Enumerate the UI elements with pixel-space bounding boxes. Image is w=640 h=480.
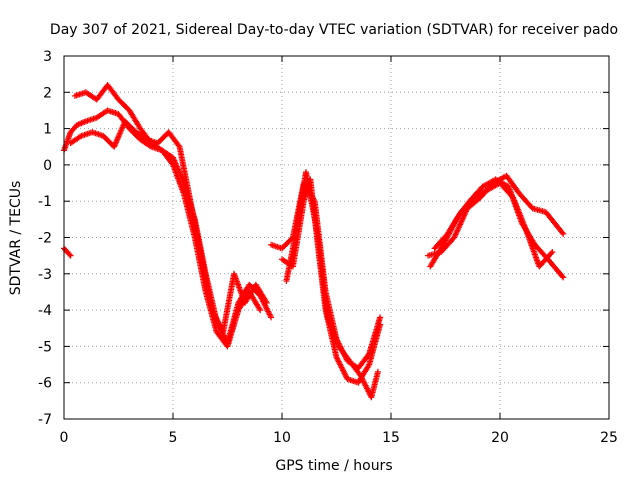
data-point-marker	[548, 250, 555, 257]
data-point-marker	[549, 249, 556, 256]
y-tick-label: -4	[38, 303, 52, 319]
y-axis-label: SDTVAR / TECUs	[8, 181, 24, 296]
chart-title: Day 307 of 2021, Sidereal Day-to-day VTE…	[50, 22, 618, 38]
x-tick-label: 5	[169, 430, 178, 446]
data-point-marker	[377, 314, 384, 321]
data-point-marker	[67, 252, 74, 259]
y-tick-label: -6	[38, 376, 52, 392]
x-axis-label: GPS time / hours	[275, 458, 392, 474]
y-tick-label: -3	[38, 267, 52, 283]
data-point-marker	[262, 298, 269, 305]
data-marks	[61, 82, 567, 401]
data-point-marker	[175, 142, 182, 149]
data-point-marker	[560, 230, 567, 237]
y-tick-label: 0	[43, 158, 52, 174]
data-point-marker	[559, 229, 566, 236]
y-tick-label: 1	[43, 122, 52, 138]
data-point-marker	[257, 307, 264, 314]
y-tick-label: -1	[38, 194, 52, 210]
series-track-j	[61, 245, 74, 259]
data-point-marker	[268, 314, 275, 321]
y-tick-label: -2	[38, 231, 52, 247]
axes	[63, 55, 610, 420]
data-point-marker	[377, 321, 384, 328]
x-tick-label: 25	[600, 430, 618, 446]
series-track-i	[431, 180, 556, 270]
series-track-c	[67, 118, 270, 335]
tick-labels: 0 5 10 15 20 25 -7 -6 -5 -4 -3 -2 -1 0 1 2 3	[38, 49, 618, 446]
y-tick-label: 2	[43, 85, 52, 101]
data-point-marker	[256, 305, 263, 312]
data-point-marker	[66, 251, 73, 258]
data-point-marker	[560, 274, 567, 281]
y-tick-label: 3	[43, 49, 52, 65]
x-tick-label: 20	[491, 430, 509, 446]
x-tick-label: 15	[382, 430, 400, 446]
y-tick-label: -7	[38, 412, 52, 428]
data-point-marker	[374, 368, 381, 375]
x-tick-label: 0	[60, 430, 69, 446]
x-tick-label: 10	[273, 430, 291, 446]
series-track-f	[283, 169, 381, 401]
data-point-marker	[263, 299, 270, 306]
y-tick-label: -5	[38, 339, 52, 355]
data-point-marker	[365, 362, 372, 369]
data-point-marker	[559, 273, 566, 280]
